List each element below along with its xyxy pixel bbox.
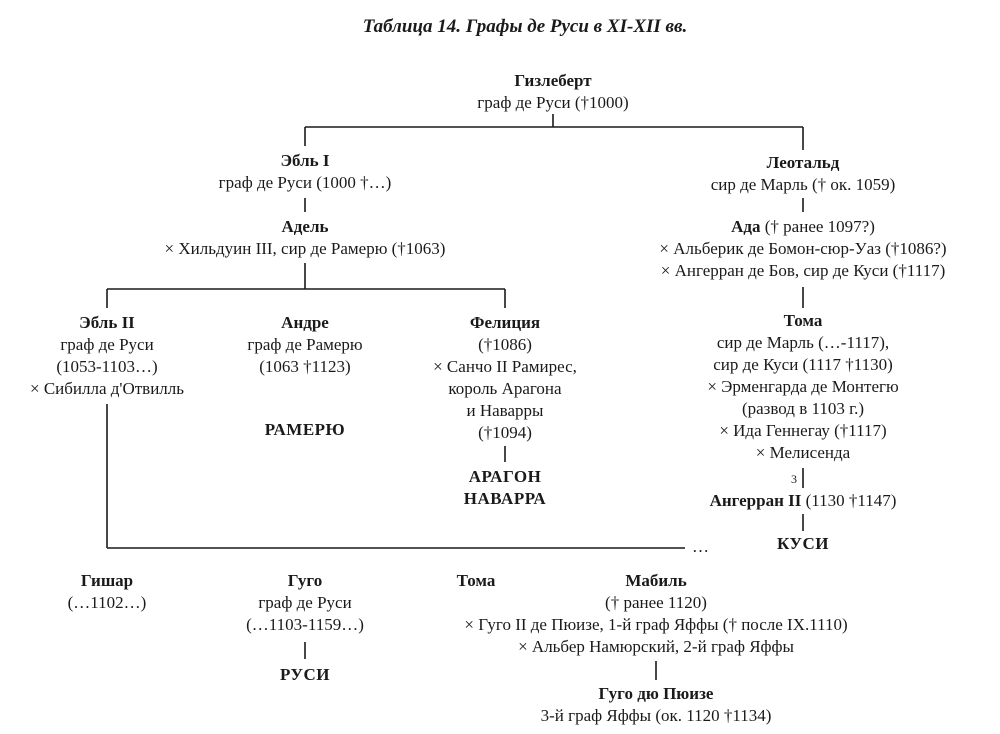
person-name: Гишар — [80, 571, 134, 590]
person-name: Фелиция — [469, 313, 541, 332]
person-name: Леотальд — [766, 153, 840, 172]
person-detail: × Хильдуин III, сир де Рамерю (†1063) — [164, 239, 446, 258]
person-hugo: Гуго граф де Руси (…1103-1159…) — [246, 570, 364, 636]
person-toma-roucy: Тома — [457, 570, 496, 592]
house-aragon: АРАГОН — [468, 467, 542, 486]
person-detail: × Альберик де Бомон-сюр-Уаз (†1086?) — [659, 239, 947, 258]
person-name: Адель — [281, 217, 329, 236]
person-detail: граф де Руси (†1000) — [477, 93, 629, 112]
person-toma-marle: Тома сир де Марль (…-1117), сир де Куси … — [707, 310, 898, 464]
person-leotald: Леотальд сир де Марль († ок. 1059) — [711, 152, 896, 196]
person-angerran-2: Ангерран II (1130 †1147) — [710, 490, 897, 512]
person-name: Гуго — [287, 571, 323, 590]
person-detail: († ранее 1120) — [605, 593, 707, 612]
person-dates: († ранее 1097?) — [760, 217, 875, 236]
house-roucy: РУСИ — [280, 665, 330, 684]
person-detail: граф де Руси (1000 †…) — [218, 173, 392, 192]
person-name: Эбль II — [79, 313, 135, 332]
person-detail: × Сибилла д'Отвилль — [29, 379, 185, 398]
house-navarre: НАВАРРА — [463, 489, 547, 508]
person-detail: сир де Марль (…-1117), — [716, 333, 890, 352]
person-name: Гуго дю Пюизе — [598, 684, 714, 703]
person-detail: король Арагона — [448, 379, 562, 398]
house-ramerupt: РАМЕРЮ — [264, 420, 346, 439]
person-name: Эбль I — [280, 151, 330, 170]
person-detail: (†1094) — [478, 423, 532, 442]
person-ebl-1: Эбль I граф де Руси (1000 †…) — [219, 150, 392, 194]
person-detail: (…1103-1159…) — [246, 615, 364, 634]
person-detail: (1063 †1123) — [259, 357, 351, 376]
person-andre: Андре граф де Рамерю (1063 †1123) — [247, 312, 362, 378]
person-gizlebert: Гизлеберт граф де Руси (†1000) — [477, 70, 628, 114]
person-detail: × Гуго II де Пюизе, 1-й граф Яффы († пос… — [464, 615, 848, 634]
person-detail: 3-й граф Яффы (ок. 1120 †1134) — [540, 706, 772, 725]
person-detail: (1053-1103…) — [56, 357, 158, 376]
person-detail: × Ангерран де Бов, сир де Куси (†1117) — [660, 261, 946, 280]
person-name: Ангерран II — [709, 491, 802, 510]
person-detail: граф де Руси — [258, 593, 352, 612]
person-detail: (развод в 1103 г.) — [741, 399, 865, 418]
person-gishar: Гишар (…1102…) — [68, 570, 147, 614]
house-coucy: КУСИ — [777, 534, 829, 553]
person-detail: сир де Куси (1117 †1130) — [713, 355, 893, 374]
person-adel: Адель × Хильдуин III, сир де Рамерю (†10… — [165, 216, 446, 260]
person-detail: × Альбер Намюрский, 2-й граф Яффы — [518, 637, 794, 656]
person-detail: (…1102…) — [67, 593, 147, 612]
person-detail: (†1086) — [478, 335, 532, 354]
person-name: Тома — [783, 311, 823, 330]
person-detail: × Ида Геннегау (†1117) — [719, 421, 887, 440]
person-name: Ада — [731, 217, 761, 236]
person-name: Гизлеберт — [514, 71, 592, 90]
person-ebl-2: Эбль II граф де Руси (1053-1103…) × Сиби… — [30, 312, 184, 400]
person-felicia: Фелиция (†1086) × Санчо II Рамирес, коро… — [433, 312, 577, 444]
person-hugo-du-puiset: Гуго дю Пюизе 3-й граф Яффы (ок. 1120 †1… — [541, 683, 772, 727]
person-ada: Ада († ранее 1097?) × Альберик де Бомон-… — [659, 216, 946, 282]
person-detail: сир де Марль († ок. 1059) — [710, 175, 896, 194]
person-mabil: Мабиль († ранее 1120) × Гуго II де Пюизе… — [464, 570, 847, 658]
person-name: Мабиль — [625, 571, 687, 590]
person-detail: граф де Рамерю — [247, 335, 363, 354]
person-detail: × Эрменгарда де Монтегю — [707, 377, 899, 396]
continuation-ellipsis: … — [692, 537, 709, 556]
marriage-number: 3 — [791, 472, 797, 486]
person-detail: × Мелисенда — [755, 443, 851, 462]
person-name: Тома — [456, 571, 496, 590]
diagram-title: Таблица 14. Графы де Руси в XI-XII вв. — [362, 16, 688, 37]
person-detail: граф де Руси — [60, 335, 154, 354]
person-detail: × Санчо II Рамирес, — [433, 357, 577, 376]
person-detail: и Наварры — [466, 401, 544, 420]
house-aragon-navarre: АРАГОН НАВАРРА — [464, 466, 546, 510]
person-name: Андре — [281, 313, 329, 332]
person-dates: (1130 †1147) — [801, 491, 897, 510]
